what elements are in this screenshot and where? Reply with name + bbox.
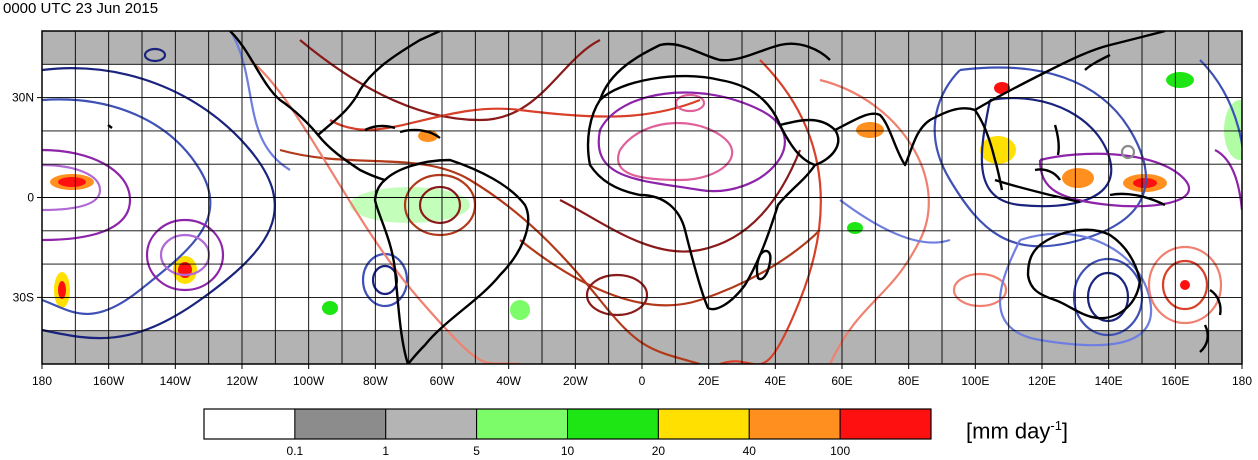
colorbar-tick-label: 10 <box>561 444 575 458</box>
colorbar-bin <box>657 408 750 440</box>
lon-tick-label: 100E <box>961 374 989 388</box>
graticule <box>42 31 1242 364</box>
colorbar-bin <box>203 408 296 440</box>
colorbar-tick-label: 1 <box>382 444 389 458</box>
colorbar-bin <box>567 408 659 440</box>
coastlines <box>107 31 1222 364</box>
lon-tick-label: 120E <box>1028 374 1056 388</box>
colorbar-tick-label: 0.1 <box>287 444 304 458</box>
lon-tick-label: 0 <box>639 374 646 388</box>
lon-tick-label: 180 <box>32 374 52 388</box>
precip-shading <box>50 72 1242 320</box>
colorbar-tick-label: 40 <box>743 444 757 458</box>
colorbar-tick-label: 100 <box>830 444 850 458</box>
lat-tick-label: 30S <box>13 290 34 304</box>
lon-tick-label: 80W <box>363 374 388 388</box>
colorbar-tick-label: 5 <box>473 444 480 458</box>
lon-tick-label: 160W <box>93 374 125 388</box>
lon-tick-label: 20W <box>563 374 588 388</box>
colorbar-tick-label: 20 <box>652 444 666 458</box>
lon-tick-label: 120W <box>226 374 258 388</box>
lon-tick-label: 60E <box>831 374 852 388</box>
lon-tick-label: 140E <box>1095 374 1123 388</box>
colorbar-bin <box>385 408 478 440</box>
colorbar-bin <box>839 408 932 440</box>
lon-tick-label: 40E <box>765 374 786 388</box>
map-title: 0000 UTC 23 Jun 2015 <box>3 0 159 17</box>
contours <box>42 31 1242 364</box>
lon-tick-label: 140W <box>160 374 192 388</box>
colorbar-bin <box>748 408 841 440</box>
lon-tick-label: 180 <box>1232 374 1252 388</box>
colorbar-bin <box>294 408 387 440</box>
colorbar-frame <box>203 408 932 440</box>
colorbar-units: [mm day-1] <box>966 418 1069 444</box>
map-axes: 180 160W 140W 120W 100W 80W 60W 40W 20W 0 20E 40E 60… <box>12 91 1252 388</box>
lon-tick-label: 80E <box>898 374 919 388</box>
lon-tick-label: 60W <box>430 374 455 388</box>
lon-tick-label: 160E <box>1161 374 1189 388</box>
lon-tick-label: 40W <box>496 374 521 388</box>
lon-tick-label: 100W <box>293 374 325 388</box>
lon-tick-label: 20E <box>698 374 719 388</box>
lat-tick-label: 0 <box>27 191 34 205</box>
colorbar-bin <box>476 408 568 440</box>
lat-tick-label: 30N <box>12 91 34 105</box>
colorbar: 0.1 1 5 10 20 40 100 <box>203 408 932 458</box>
